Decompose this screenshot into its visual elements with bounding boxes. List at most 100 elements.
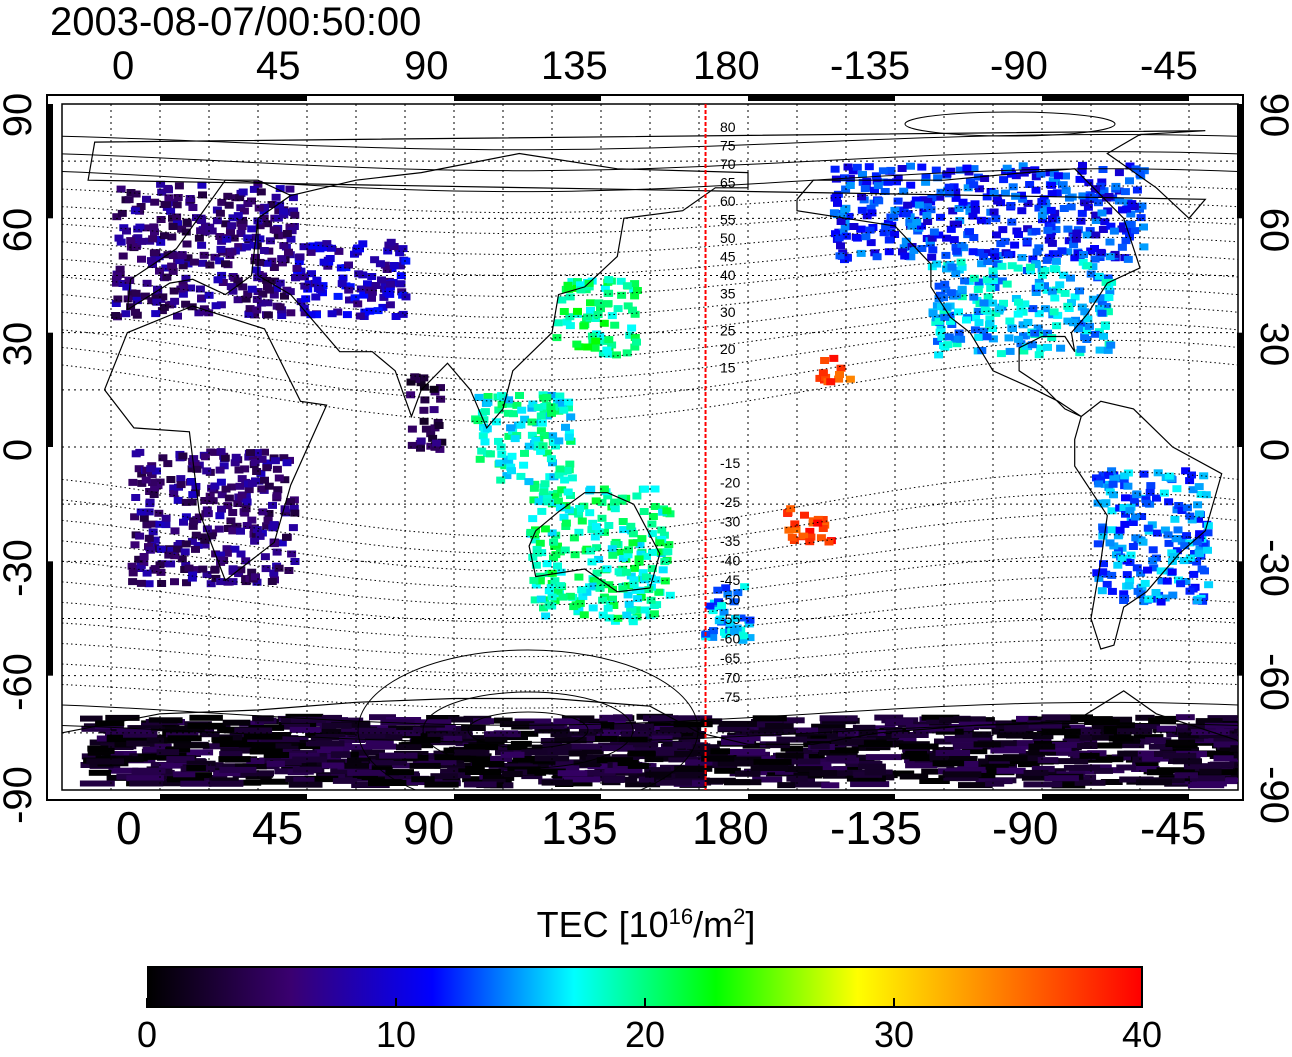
tec-cell bbox=[254, 204, 264, 212]
tec-cell bbox=[735, 770, 761, 777]
tec-cell bbox=[215, 209, 225, 217]
tec-cell bbox=[1124, 582, 1134, 590]
tec-cell bbox=[485, 450, 495, 458]
tec-cell bbox=[497, 450, 507, 458]
tec-cell bbox=[1188, 486, 1198, 494]
tec-cell bbox=[1046, 232, 1056, 240]
tec-cell bbox=[621, 730, 648, 737]
tec-cell bbox=[115, 265, 125, 273]
tec-cell bbox=[858, 729, 878, 736]
tec-cell bbox=[395, 249, 405, 257]
tec-cell bbox=[223, 502, 233, 510]
tec-cell bbox=[1063, 248, 1073, 256]
tec-cell bbox=[1070, 293, 1080, 301]
coastline bbox=[126, 179, 292, 311]
tec-cell bbox=[793, 772, 823, 779]
tec-cell bbox=[1108, 480, 1118, 488]
tec-data-layer bbox=[79, 161, 1238, 789]
tec-cell bbox=[137, 753, 169, 760]
tec-cell bbox=[1091, 211, 1101, 219]
tec-cell bbox=[655, 539, 665, 547]
magnetic-latitude-contour bbox=[62, 305, 1238, 360]
tec-cell bbox=[472, 761, 505, 767]
tec-cell bbox=[287, 550, 297, 558]
tec-cell bbox=[148, 520, 158, 528]
tec-cell bbox=[391, 313, 401, 320]
tec-cell bbox=[289, 504, 299, 512]
colorbar-tick bbox=[395, 998, 397, 1008]
tec-cell bbox=[170, 297, 180, 305]
frame-tick-bar bbox=[454, 95, 601, 101]
tec-cell bbox=[856, 249, 866, 257]
tec-cell bbox=[929, 228, 939, 236]
tec-cell bbox=[253, 274, 263, 282]
tec-cell bbox=[1066, 274, 1075, 282]
tec-cell bbox=[385, 290, 395, 298]
magnetic-lat-label: -65 bbox=[720, 650, 740, 666]
tec-cell bbox=[998, 226, 1008, 234]
tec-cell bbox=[491, 418, 501, 426]
tec-cell bbox=[985, 763, 1009, 770]
tec-cell bbox=[516, 421, 526, 429]
tec-cell bbox=[230, 779, 262, 786]
tec-cell bbox=[479, 416, 489, 424]
tec-cell bbox=[1076, 217, 1086, 225]
tec-cell bbox=[594, 299, 604, 307]
tec-cell bbox=[618, 518, 628, 525]
tec-cell bbox=[866, 204, 876, 212]
tec-cell bbox=[1036, 170, 1046, 178]
tec-cell bbox=[365, 286, 374, 294]
tec-cell bbox=[286, 498, 295, 506]
tec-cell bbox=[1176, 580, 1186, 588]
tec-cell bbox=[1139, 470, 1149, 478]
tec-cell bbox=[177, 555, 187, 563]
tec-cell bbox=[1059, 271, 1069, 279]
tec-cell bbox=[135, 565, 145, 572]
tec-cell bbox=[241, 505, 251, 513]
tec-cell bbox=[177, 225, 187, 233]
tec-cell bbox=[613, 714, 633, 721]
tec-cell bbox=[627, 762, 649, 769]
tec-cell bbox=[1104, 471, 1114, 479]
tec-cell bbox=[293, 777, 315, 784]
tec-cell bbox=[299, 304, 309, 312]
tec-cell bbox=[1039, 208, 1049, 216]
tec-cell bbox=[662, 507, 672, 515]
tec-cell bbox=[203, 510, 213, 518]
tec-cell bbox=[1133, 734, 1164, 741]
tec-cell bbox=[195, 285, 205, 293]
tec-cell bbox=[243, 200, 253, 207]
tec-cell bbox=[228, 565, 238, 573]
tec-cell bbox=[416, 437, 426, 445]
tec-cell bbox=[951, 188, 961, 196]
tec-cell bbox=[530, 596, 540, 604]
tec-cell bbox=[142, 569, 152, 577]
tec-cell bbox=[236, 550, 246, 558]
tec-cell bbox=[312, 311, 321, 319]
tec-cell bbox=[322, 728, 356, 735]
tec-cell bbox=[380, 719, 416, 726]
tec-cell bbox=[927, 234, 937, 242]
tec-cell bbox=[547, 529, 557, 537]
tec-cell bbox=[1194, 483, 1204, 491]
tec-cell bbox=[931, 166, 941, 174]
tec-cell bbox=[1103, 308, 1113, 316]
tec-cell bbox=[277, 259, 287, 267]
tec-cell bbox=[951, 194, 961, 202]
tec-cell bbox=[674, 765, 713, 772]
tec-cell bbox=[549, 538, 559, 546]
tec-cell bbox=[187, 498, 197, 506]
colorbar-tick-label: 10 bbox=[375, 1014, 417, 1055]
tec-cell bbox=[292, 264, 302, 272]
tec-cell bbox=[160, 232, 169, 240]
tec-cell bbox=[145, 546, 155, 554]
top-lon-label: 90 bbox=[404, 44, 449, 88]
tec-cell bbox=[1185, 587, 1195, 595]
tec-cell bbox=[242, 522, 252, 529]
tec-cell bbox=[197, 533, 207, 541]
tec-cell bbox=[1125, 507, 1135, 515]
tec-cell bbox=[939, 308, 949, 316]
tec-cell bbox=[116, 185, 126, 193]
tec-cell bbox=[835, 252, 845, 260]
tec-cell bbox=[921, 768, 945, 775]
